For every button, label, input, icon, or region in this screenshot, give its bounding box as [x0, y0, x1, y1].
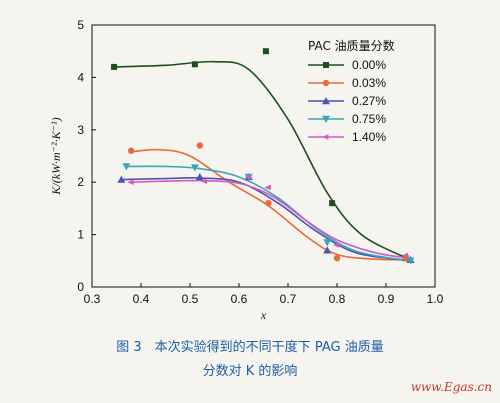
data-point-series-3: [190, 164, 199, 172]
data-point-series-0: [262, 48, 269, 55]
y-tick-label: 5: [77, 18, 84, 32]
legend-label-0: 0.00%: [352, 58, 386, 72]
data-markers: [111, 48, 415, 265]
legend-label-3: 0.75%: [352, 112, 386, 126]
y-tick-label: 2: [77, 175, 84, 189]
data-point-series-1: [333, 254, 341, 262]
x-tick-label: 1.0: [427, 292, 444, 306]
fit-curves: [114, 60, 411, 262]
legend-marker-2: [322, 97, 330, 105]
series-line-2: [121, 176, 411, 262]
data-point-series-0: [191, 61, 198, 68]
legend-marker-1: [322, 79, 330, 87]
series-line-4: [131, 179, 411, 259]
data-point-series-4: [127, 179, 134, 185]
legend-marker-4: [322, 134, 329, 140]
data-point-series-2: [195, 172, 204, 181]
data-point-series-0: [111, 63, 118, 70]
x-tick-label: 0.4: [133, 292, 150, 306]
y-tick-label: 1: [77, 228, 84, 242]
series-line-0: [114, 60, 411, 261]
x-tick-label: 0.9: [378, 292, 395, 306]
data-point-series-4: [401, 252, 408, 259]
y-tick-label: 3: [77, 123, 84, 137]
legend-label-4: 1.40%: [352, 130, 386, 144]
data-point-series-1: [265, 199, 272, 207]
data-point-series-4: [264, 184, 271, 191]
y-axis-title: K/(kW·m⁻²·K⁻¹): [49, 117, 63, 195]
legend-marker-0: [323, 62, 329, 68]
x-tick-label: 0.7: [280, 292, 297, 306]
watermark-text: www.Egas.cn: [410, 380, 492, 394]
data-point-series-2: [323, 246, 332, 254]
x-axis-title: x: [260, 308, 267, 322]
data-point-series-1: [128, 147, 135, 154]
x-tick-label: 0.3: [84, 292, 101, 306]
legend-title: PAC 油质量分数: [308, 38, 395, 53]
legend: PAC 油质量分数 0.00% 0.03% 0.27% 0.75% 1.40%: [308, 38, 395, 144]
figure-caption-line-2: 分数对 K 的影响: [202, 364, 298, 379]
chart: 0.3 0.4 0.5 0.6 0.7 0.8 0.9 1.0 0 1 2 3 4 5 x K/(kW·m⁻²…: [49, 18, 444, 322]
series-line-3: [126, 165, 411, 262]
data-point-series-3: [406, 257, 415, 265]
legend-label-1: 0.03%: [352, 76, 386, 90]
data-point-series-0: [329, 200, 336, 207]
figure-caption-line-1: 图 3 本次实验得到的不同干度下 PAG 油质量: [116, 340, 384, 355]
legend-label-2: 0.27%: [352, 94, 386, 108]
data-point-series-4: [200, 178, 208, 184]
data-point-series-4: [333, 242, 340, 248]
x-tick-label: 0.6: [231, 292, 248, 306]
y-tick-label: 0: [77, 280, 84, 294]
axes: 0.3 0.4 0.5 0.6 0.7 0.8 0.9 1.0 0 1 2 3 4 5 x K/(kW·m⁻²…: [49, 18, 444, 322]
y-tick-label: 4: [77, 70, 84, 84]
data-point-series-3: [323, 239, 332, 247]
data-point-series-3: [122, 163, 131, 171]
x-tick-label: 0.8: [329, 292, 346, 306]
data-point-series-4: [244, 174, 252, 180]
x-tick-label: 0.5: [182, 292, 199, 306]
data-point-series-2: [117, 175, 126, 183]
legend-marker-3: [322, 115, 330, 123]
plot-frame: [91, 24, 436, 288]
data-point-series-1: [196, 142, 203, 149]
